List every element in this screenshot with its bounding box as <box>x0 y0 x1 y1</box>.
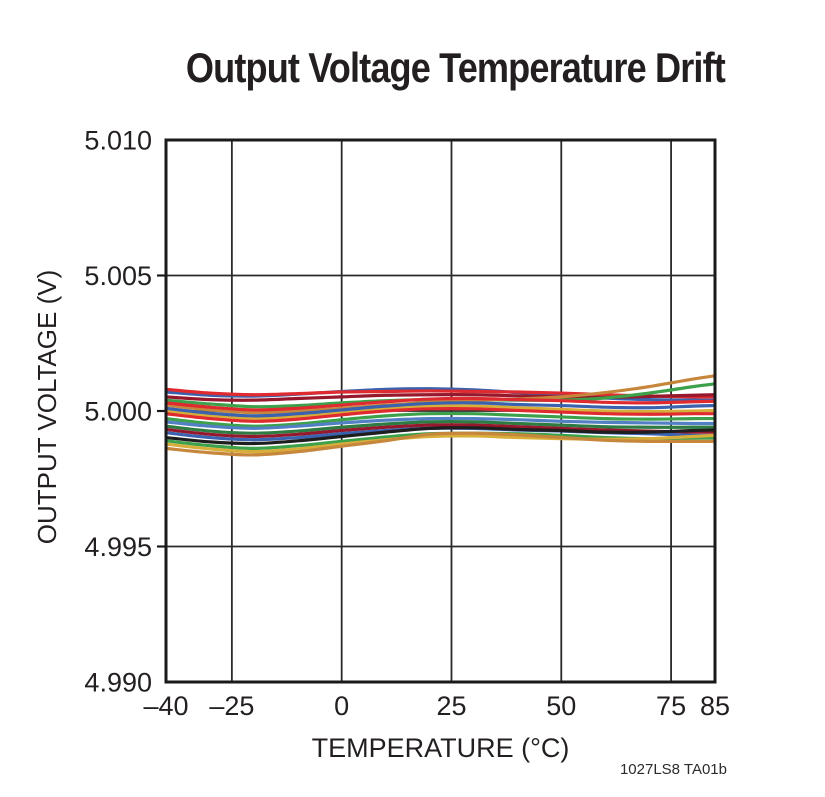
series-curve-unit-16 <box>166 431 715 457</box>
y-tick-label: 5.010 <box>84 125 152 155</box>
x-tick-label: –25 <box>209 691 254 721</box>
series-curve-unit-03 <box>166 393 715 402</box>
y-tick-label: 4.990 <box>84 667 152 697</box>
series-curve-unit-05 <box>166 374 715 415</box>
x-tick-label: 50 <box>546 691 576 721</box>
y-tick-label: 5.000 <box>84 396 152 426</box>
x-tick-label: 0 <box>334 691 349 721</box>
y-tick-label: 5.005 <box>84 261 152 291</box>
plot-frame <box>164 138 717 684</box>
x-axis-title: TEMPERATURE (°C) <box>311 733 570 763</box>
series-curve-unit-18 <box>166 401 715 418</box>
figure-code: 1027LS8 TA01b <box>619 761 727 778</box>
x-tick-label: 75 <box>656 691 686 721</box>
series-curve-unit-09 <box>166 416 715 430</box>
series-curve-unit-06 <box>166 404 715 421</box>
chart-title-text: Output Voltage Temperature Drift <box>185 44 725 91</box>
series-group <box>166 374 715 457</box>
x-tick-label: 85 <box>700 691 730 721</box>
series-curve-unit-10 <box>166 420 715 435</box>
series-curve-unit-17 <box>166 396 715 412</box>
x-tick-label: 25 <box>436 691 466 721</box>
series-curve-unit-08 <box>166 411 715 428</box>
series-curve-unit-13 <box>166 426 715 446</box>
series-curve-unit-15 <box>166 433 715 454</box>
x-tick-label: –40 <box>143 691 188 721</box>
chart-title: Output Voltage Temperature Drift <box>90 44 820 92</box>
y-tick-label: 4.995 <box>84 532 152 562</box>
series-curve-unit-07 <box>166 406 715 423</box>
